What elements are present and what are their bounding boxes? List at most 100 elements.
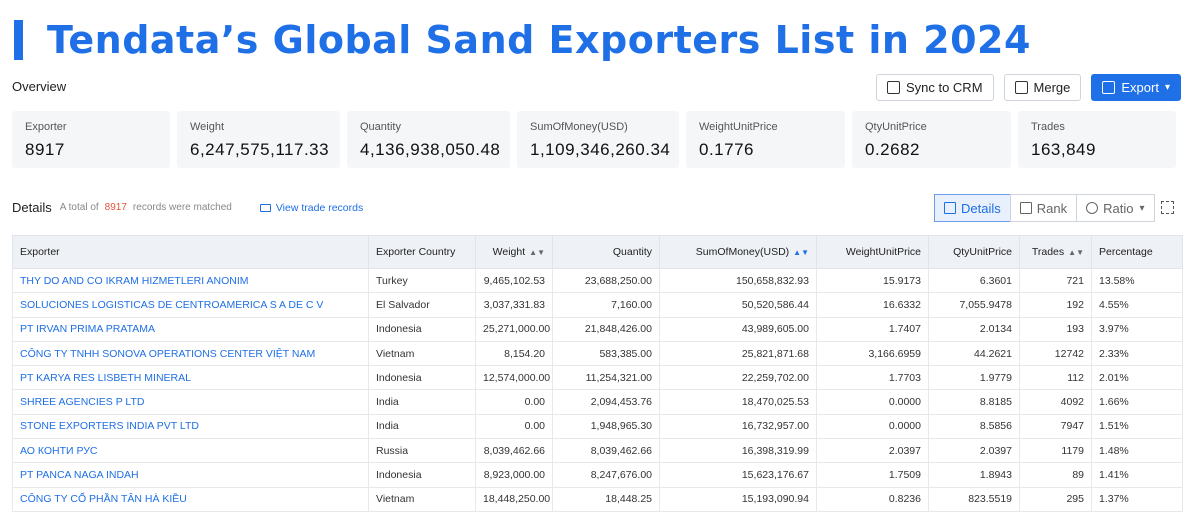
cell-quantity: 18,448.25 xyxy=(552,486,660,512)
table-header-row: Exporter Exporter Country Weight ▲▼ Quant… xyxy=(12,235,1183,269)
cell-exporter[interactable]: PT KARYA RES LISBETH MINERAL xyxy=(12,365,369,391)
cell-exporter[interactable]: PT IRVAN PRIMA PRATAMA xyxy=(12,316,369,342)
table-row[interactable]: SHREE AGENCIES P LTD India 0.00 2,094,453.7… xyxy=(12,389,1183,415)
exporters-table: Exporter Exporter Country Weight ▲▼ Quant… xyxy=(12,235,1183,512)
tab-rank-label: Rank xyxy=(1036,200,1068,216)
stat-value: 1,109,346,260.34 xyxy=(530,140,671,159)
stat-value: 0.2682 xyxy=(865,140,920,159)
cell-exporter[interactable]: THY DO AND CO IKRAM HIZMETLERI ANONIM xyxy=(12,267,369,294)
cell-quantity: 583,385.00 xyxy=(552,340,660,367)
cell-exporter[interactable]: АО КОНТИ РУС xyxy=(12,438,369,464)
cell-weight: 8,923,000.00 xyxy=(475,462,553,488)
cell-quantity: 7,160.00 xyxy=(552,292,660,318)
view-trade-records-label: View trade records xyxy=(275,201,364,214)
table-row[interactable]: SOLUCIONES LOGISTICAS DE CENTROAMERICA S… xyxy=(12,292,1183,318)
cell-country: Indonesia xyxy=(368,462,476,488)
cell-percentage: 3.97% xyxy=(1091,316,1183,342)
stat-card-exporter: Exporter 8917 xyxy=(12,111,170,168)
cell-weight: 0.00 xyxy=(475,413,553,440)
cell-percentage: 2.33% xyxy=(1091,340,1183,367)
table-row[interactable]: THY DO AND CO IKRAM HIZMETLERI ANONIM Tur… xyxy=(12,267,1183,294)
cell-sum-of-money: 18,470,025.53 xyxy=(659,389,817,415)
stat-value: 8917 xyxy=(25,140,65,159)
cell-country: El Salvador xyxy=(368,292,476,318)
merge-label: Merge xyxy=(1033,80,1071,95)
col-header-sum-of-money[interactable]: SumOfMoney(USD) ▲▼ xyxy=(659,235,817,269)
top-actions: Sync to CRM Merge Export ▾ xyxy=(875,74,1181,101)
table-row[interactable]: PT KARYA RES LISBETH MINERAL Indonesia 12,… xyxy=(12,365,1183,391)
col-header-weight[interactable]: Weight ▲▼ xyxy=(475,235,553,269)
col-header-qty-unit-price[interactable]: QtyUnitPrice xyxy=(928,235,1020,269)
cell-weight: 18,448,250.00 xyxy=(475,486,553,512)
merge-icon xyxy=(1014,81,1028,94)
stat-card-sum-of-money: SumOfMoney(USD) 1,109,346,260.34 xyxy=(517,111,679,168)
external-link-icon xyxy=(886,81,900,94)
col-header-weight-unit-price[interactable]: WeightUnitPrice xyxy=(816,235,929,269)
cell-exporter[interactable]: SHREE AGENCIES P LTD xyxy=(12,389,369,415)
cell-sum-of-money: 50,520,586.44 xyxy=(659,292,817,318)
tab-ratio[interactable]: Ratio ▾ xyxy=(1076,194,1155,222)
cell-exporter[interactable]: STONE EXPORTERS INDIA PVT LTD xyxy=(12,413,369,440)
cell-qty-unit-price: 8.8185 xyxy=(928,389,1020,415)
tab-rank[interactable]: Rank xyxy=(1009,194,1078,222)
cell-weight: 12,574,000.00 xyxy=(475,365,553,391)
cell-weight: 8,154.20 xyxy=(475,340,553,367)
cell-country: India xyxy=(368,413,476,440)
cell-quantity: 23,688,250.00 xyxy=(552,267,660,294)
table-row[interactable]: CÔNG TY TNHH SONOVA OPERATIONS CENTER VI… xyxy=(12,340,1183,367)
cell-weight-unit-price: 3,166.6959 xyxy=(816,340,929,367)
cell-country: Vietnam xyxy=(368,340,476,367)
cell-qty-unit-price: 2.0397 xyxy=(928,438,1020,464)
cell-trades: 12742 xyxy=(1019,340,1092,367)
cell-exporter[interactable]: CÔNG TY TNHH SONOVA OPERATIONS CENTER VI… xyxy=(12,340,369,367)
stat-card-qty-unit-price: QtyUnitPrice 0.2682 xyxy=(852,111,1011,168)
cell-exporter[interactable]: SOLUCIONES LOGISTICAS DE CENTROAMERICA S… xyxy=(12,292,369,318)
details-label: Details xyxy=(12,200,52,215)
stat-value: 4,136,938,050.48 xyxy=(360,140,501,159)
col-header-country[interactable]: Exporter Country xyxy=(368,235,476,269)
stat-card-trades: Trades 163,849 xyxy=(1018,111,1176,168)
cell-percentage: 4.55% xyxy=(1091,292,1183,318)
cell-exporter[interactable]: CÔNG TY CỔ PHẦN TÂN HÀ KIỀU xyxy=(12,486,369,512)
cell-trades: 4092 xyxy=(1019,389,1092,415)
stat-card-weight: Weight 6,247,575,117.33 xyxy=(177,111,340,168)
cell-weight-unit-price: 0.0000 xyxy=(816,389,929,415)
col-header-trades[interactable]: Trades ▲▼ xyxy=(1019,235,1092,269)
fullscreen-icon[interactable] xyxy=(1161,201,1174,214)
table-row[interactable]: PT PANCA NAGA INDAH Indonesia 8,923,000.00… xyxy=(12,462,1183,488)
tab-ratio-label: Ratio xyxy=(1103,200,1134,216)
cell-percentage: 13.58% xyxy=(1091,267,1183,294)
cell-trades: 295 xyxy=(1019,486,1092,512)
table-icon xyxy=(944,202,956,214)
cell-weight-unit-price: 1.7407 xyxy=(816,316,929,342)
export-label: Export xyxy=(1121,80,1159,95)
col-header-exporter[interactable]: Exporter xyxy=(12,235,369,269)
sync-to-crm-label: Sync to CRM xyxy=(905,80,983,95)
page-title-bar: Tendata’s Global Sand Exporters List in … xyxy=(14,18,1031,62)
cell-country: India xyxy=(368,389,476,415)
export-button[interactable]: Export ▾ xyxy=(1091,74,1181,101)
cell-sum-of-money: 25,821,871.68 xyxy=(659,340,817,367)
table-row[interactable]: АО КОНТИ РУС Russia 8,039,462.66 8,039,462.… xyxy=(12,438,1183,464)
col-header-percentage[interactable]: Percentage xyxy=(1091,235,1183,269)
cell-qty-unit-price: 44.2621 xyxy=(928,340,1020,367)
sync-to-crm-button[interactable]: Sync to CRM xyxy=(875,74,994,101)
table-row[interactable]: CÔNG TY CỔ PHẦN TÂN HÀ KIỀU Vietnam 18,448… xyxy=(12,486,1183,512)
cell-exporter[interactable]: PT PANCA NAGA INDAH xyxy=(12,462,369,488)
cell-quantity: 11,254,321.00 xyxy=(552,365,660,391)
cell-weight-unit-price: 2.0397 xyxy=(816,438,929,464)
merge-button[interactable]: Merge xyxy=(1003,74,1082,101)
stat-value: 6,247,575,117.33 xyxy=(190,140,330,159)
tab-details[interactable]: Details xyxy=(934,194,1011,222)
view-trade-records-link[interactable]: View trade records xyxy=(259,201,364,214)
cell-weight-unit-price: 15.9173 xyxy=(816,267,929,294)
cell-qty-unit-price: 7,055.9478 xyxy=(928,292,1020,318)
records-icon xyxy=(259,203,271,212)
table-row[interactable]: PT IRVAN PRIMA PRATAMA Indonesia 25,271,00… xyxy=(12,316,1183,342)
page-title: Tendata’s Global Sand Exporters List in … xyxy=(47,18,1031,62)
cell-trades: 112 xyxy=(1019,365,1092,391)
sort-icon: ▲▼ xyxy=(529,248,545,257)
table-row[interactable]: STONE EXPORTERS INDIA PVT LTD India 0.00 1,… xyxy=(12,413,1183,440)
col-header-quantity[interactable]: Quantity xyxy=(552,235,660,269)
cell-quantity: 21,848,426.00 xyxy=(552,316,660,342)
